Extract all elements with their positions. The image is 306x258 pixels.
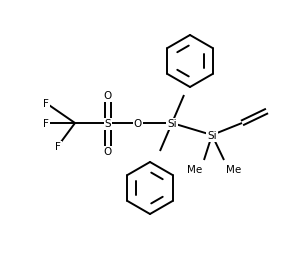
Text: Si: Si: [167, 119, 177, 129]
Text: O: O: [104, 147, 112, 157]
Text: O: O: [104, 91, 112, 101]
Text: Si: Si: [207, 131, 217, 141]
Text: F: F: [55, 142, 61, 152]
Text: O: O: [134, 119, 142, 129]
Text: Me: Me: [226, 165, 241, 175]
Text: Me: Me: [187, 165, 202, 175]
Text: S: S: [105, 119, 111, 129]
Text: F: F: [43, 99, 49, 109]
Text: F: F: [43, 119, 49, 129]
